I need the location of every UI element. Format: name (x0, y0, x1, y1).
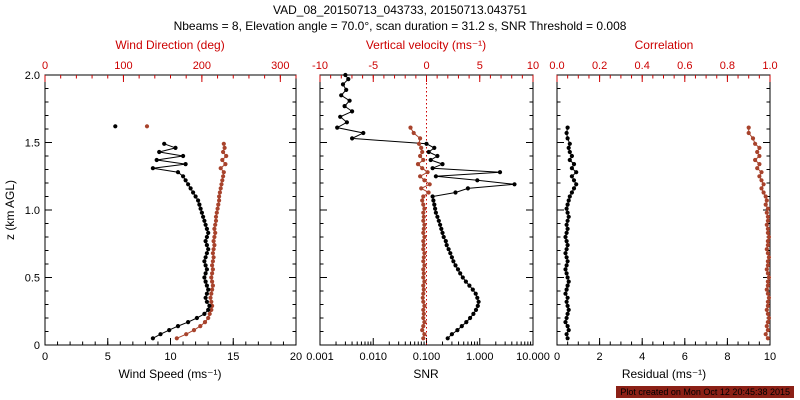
svg-text:20: 20 (290, 351, 302, 363)
svg-text:0.8: 0.8 (720, 60, 735, 72)
svg-text:0: 0 (554, 351, 560, 363)
figure-subtitle: Nbeams = 8, Elevation angle = 70.0°, sca… (173, 19, 627, 33)
svg-text:1.5: 1.5 (25, 138, 40, 150)
residual-axis-label: Residual (ms⁻¹) (622, 367, 706, 381)
svg-text:6: 6 (682, 351, 688, 363)
svg-text:0.4: 0.4 (635, 60, 650, 72)
svg-text:0.100: 0.100 (413, 351, 441, 363)
svg-text:300: 300 (271, 60, 289, 72)
svg-text:-10: -10 (312, 60, 328, 72)
svg-text:0.2: 0.2 (592, 60, 607, 72)
svg-text:5: 5 (477, 60, 483, 72)
wind-speed-axis-label: Wind Speed (ms⁻¹) (118, 367, 221, 381)
svg-text:10: 10 (764, 351, 776, 363)
svg-text:0: 0 (42, 351, 48, 363)
svg-text:2: 2 (597, 351, 603, 363)
z-axis-label: z (km AGL) (3, 180, 17, 240)
svg-text:0.5: 0.5 (25, 273, 40, 285)
svg-text:15: 15 (227, 351, 239, 363)
svg-text:10.000: 10.000 (516, 351, 550, 363)
svg-text:5: 5 (105, 351, 111, 363)
svg-text:0.010: 0.010 (359, 351, 387, 363)
figure-title: VAD_08_20150713_043733, 20150713.043751 (272, 3, 528, 17)
svg-text:10: 10 (164, 351, 176, 363)
svg-text:1.0: 1.0 (25, 205, 40, 217)
svg-text:1.0: 1.0 (762, 60, 777, 72)
plot-created-stamp: Plot created on Mon Oct 12 20:45:38 2015 (616, 386, 794, 398)
svg-text:100: 100 (114, 60, 132, 72)
svg-text:0: 0 (34, 340, 40, 352)
svg-text:0: 0 (42, 60, 48, 72)
wind-direction-axis-label: Wind Direction (deg) (115, 38, 224, 52)
svg-text:4: 4 (639, 351, 645, 363)
svg-text:0: 0 (423, 60, 429, 72)
vertical-velocity-axis-label: Vertical velocity (ms⁻¹) (366, 38, 486, 52)
svg-text:-5: -5 (368, 60, 378, 72)
svg-text:10: 10 (527, 60, 539, 72)
svg-text:2.0: 2.0 (25, 70, 40, 82)
svg-text:0.0: 0.0 (549, 60, 564, 72)
snr-axis-label: SNR (413, 367, 439, 381)
svg-text:8: 8 (724, 351, 730, 363)
svg-text:1.000: 1.000 (466, 351, 494, 363)
svg-text:0.001: 0.001 (306, 351, 334, 363)
svg-text:200: 200 (193, 60, 211, 72)
correlation-axis-label: Correlation (635, 38, 694, 52)
svg-text:0.6: 0.6 (677, 60, 692, 72)
